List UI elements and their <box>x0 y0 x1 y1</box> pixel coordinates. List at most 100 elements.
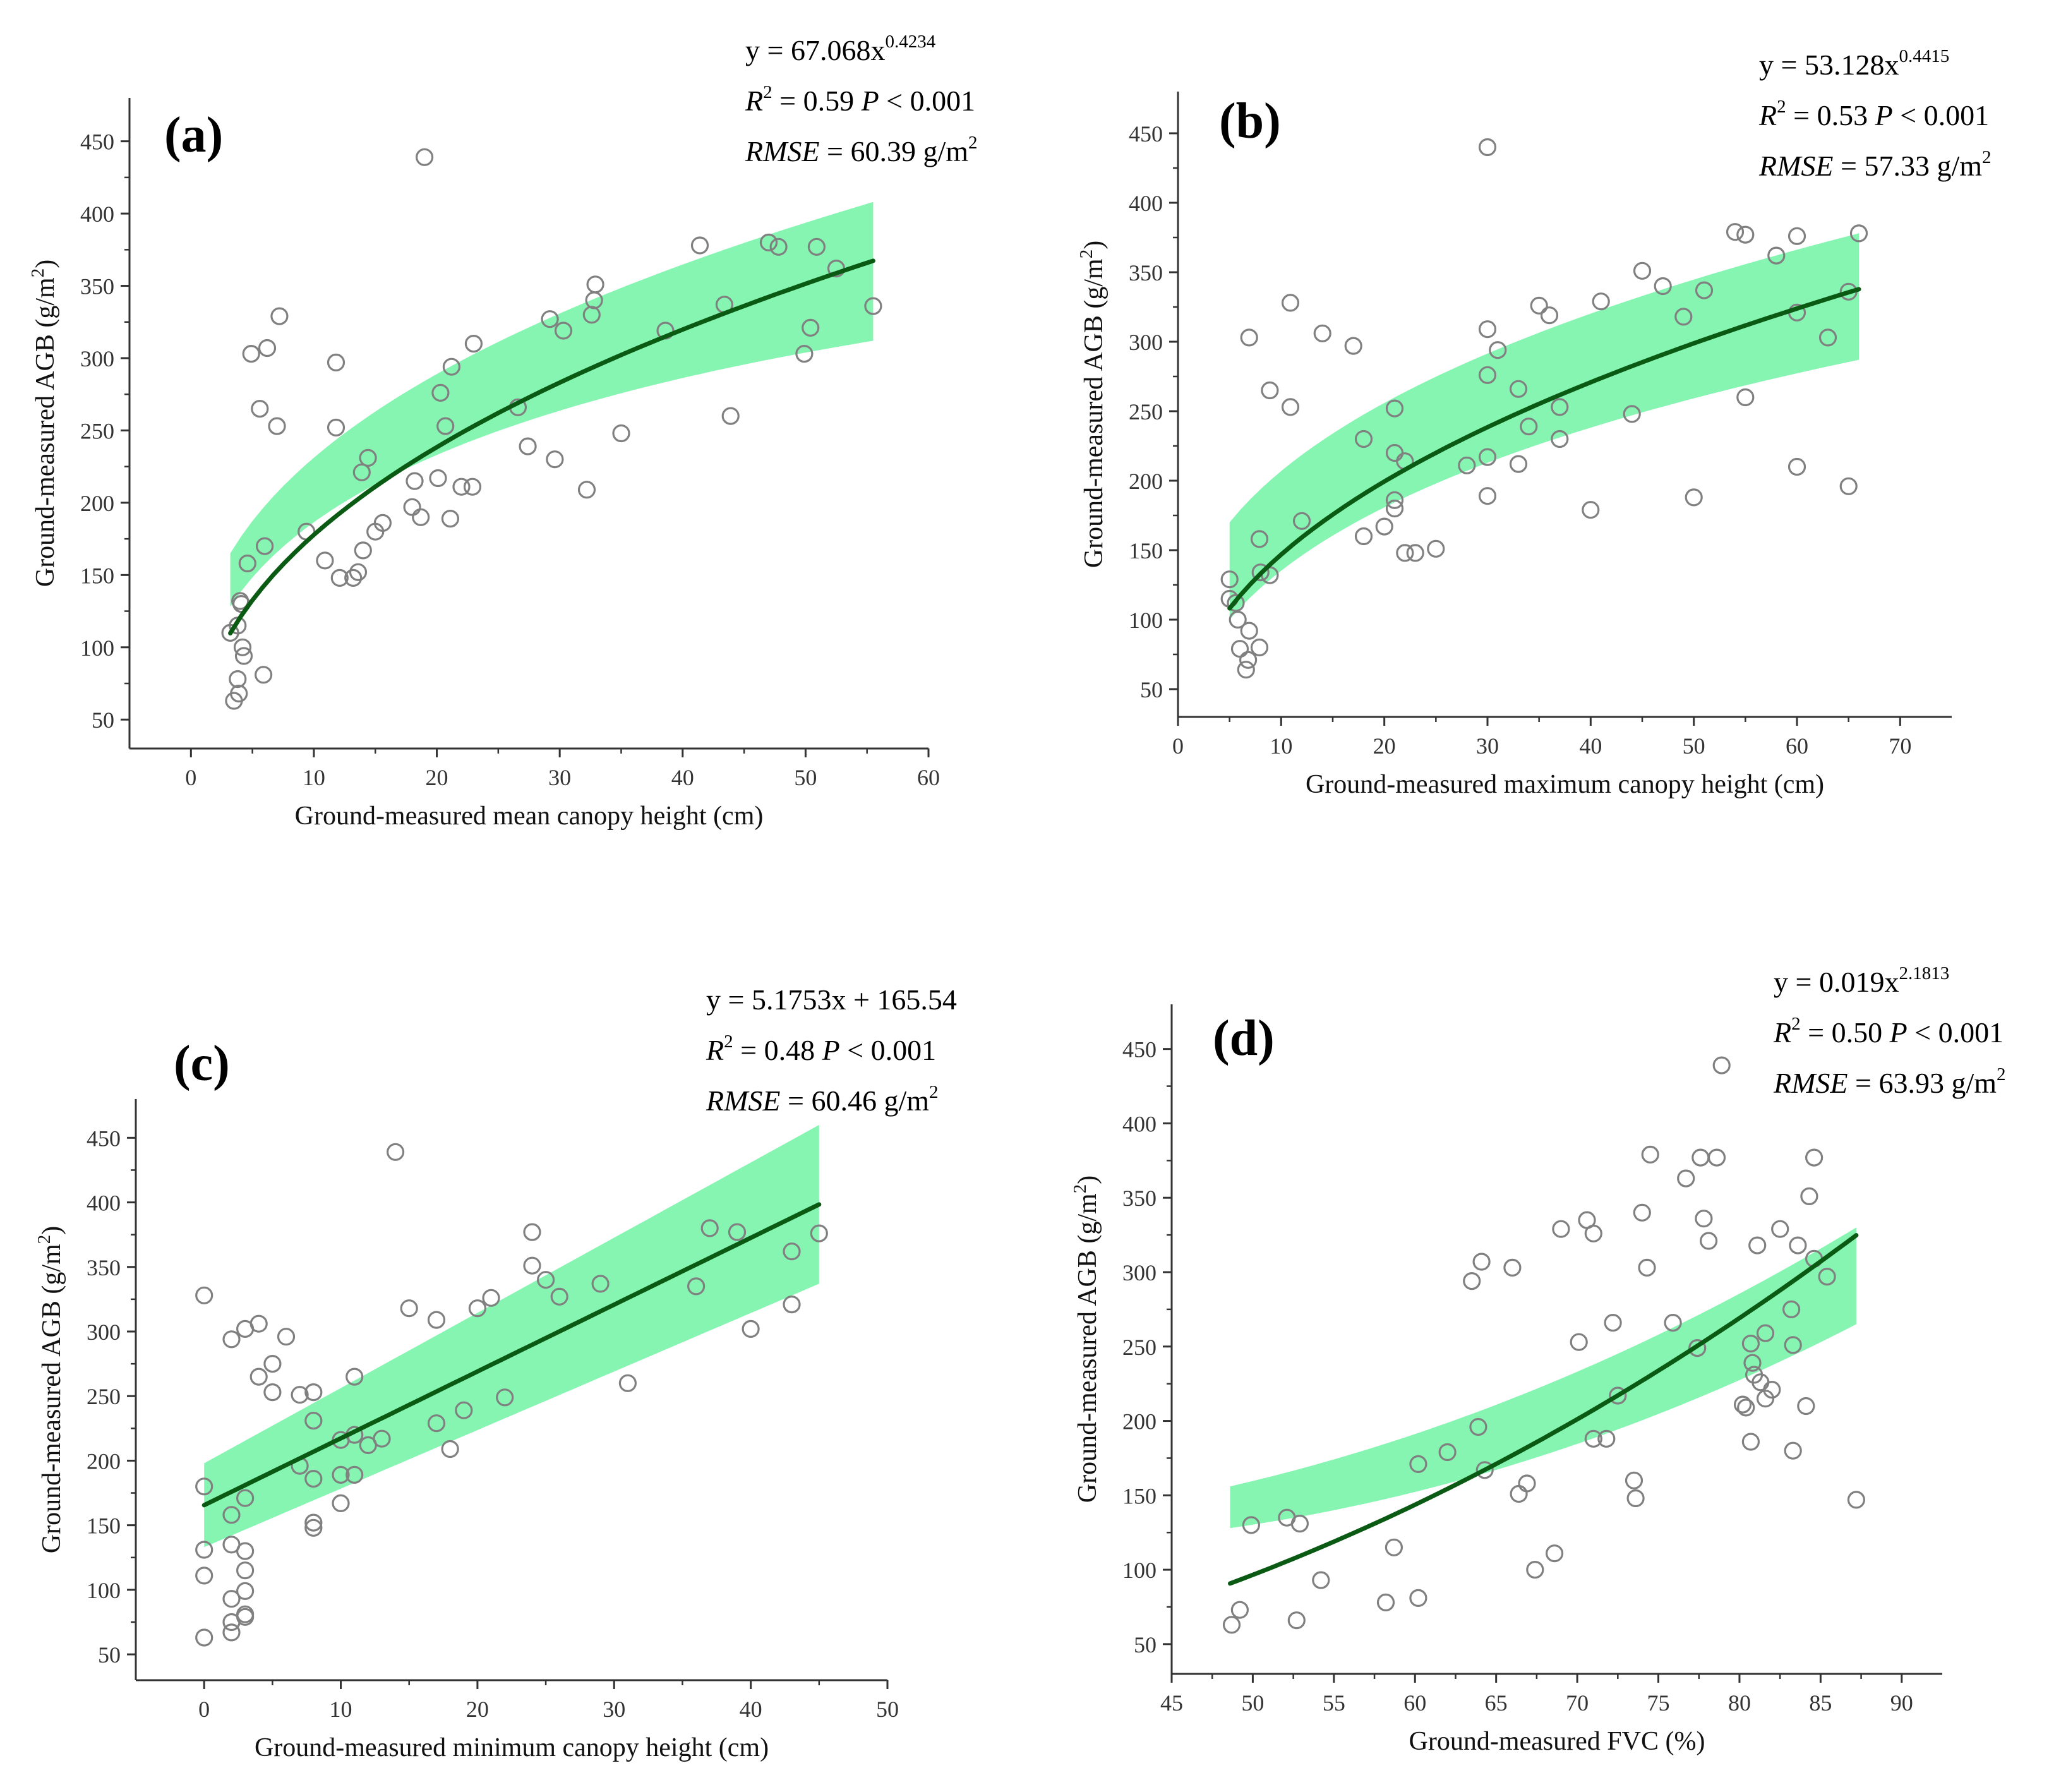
data-point <box>1409 1589 1427 1607</box>
data-point <box>1406 544 1424 562</box>
data-point <box>1582 501 1600 519</box>
data-point <box>263 1383 282 1402</box>
data-point <box>1478 320 1497 339</box>
data-point <box>1677 1169 1695 1188</box>
data-point <box>1240 622 1258 640</box>
p-value: < 0.001 <box>1914 1016 2004 1049</box>
data-point <box>222 1623 241 1642</box>
data-point <box>1220 570 1239 589</box>
panel-a: 0 10 20 30 40 50 60 50 100 150 200 250 300 350 400 450 G… <box>28 32 978 831</box>
data-point <box>577 481 596 499</box>
data-point <box>1839 477 1858 495</box>
data-point <box>238 554 256 573</box>
data-point <box>1469 1417 1487 1436</box>
data-point <box>304 1412 323 1430</box>
x-tick-label: 30 <box>1476 733 1499 759</box>
data-point <box>332 1494 350 1512</box>
y-tick-label: 400 <box>87 1191 121 1216</box>
y-axis-title: Ground-measured AGB (g/m2) <box>34 1226 66 1553</box>
data-point <box>586 275 604 294</box>
rmse-equals: = <box>820 135 851 167</box>
data-point <box>759 233 778 251</box>
r-squared: R2 = 0.48 P < 0.001 <box>706 1031 936 1066</box>
x-tick-label: 50 <box>876 1697 899 1722</box>
data-point <box>1737 1398 1755 1417</box>
r-squared-value: 0.50 <box>1832 1016 1883 1049</box>
y-axis-title: Ground-measured AGB (g/m2) <box>28 260 60 587</box>
data-point <box>1788 457 1806 476</box>
data-point <box>1625 1471 1643 1489</box>
y-tick-label: 450 <box>80 129 114 155</box>
rmse-unit: g/m <box>923 135 968 167</box>
fit-equation-exponent: 2.1813 <box>1899 963 1949 983</box>
data-point <box>523 1223 541 1241</box>
x-tick-label: 30 <box>548 765 571 790</box>
x-axis-title: Ground-measured mean canopy height (cm) <box>295 802 764 831</box>
data-point <box>690 236 709 255</box>
data-point <box>482 1289 500 1307</box>
data-point <box>591 1275 610 1293</box>
confidence-band <box>204 1124 819 1548</box>
data-point <box>1478 487 1497 505</box>
x-tick-label: 70 <box>1566 1690 1589 1716</box>
x-tick-label: 30 <box>603 1697 625 1722</box>
x-tick-label: 10 <box>330 1697 352 1722</box>
fit-equation-main: y = 5.1753x + 165.54 <box>706 983 957 1016</box>
rmse-symbol: RMSE <box>745 135 820 167</box>
panel-d: 45 50 55 60 65 70 75 80 85 90 50 100 150 200 250 300 350… <box>1070 963 2006 1756</box>
data-point <box>1312 1571 1330 1589</box>
panel-label: (c) <box>174 1036 230 1091</box>
x-tick-label: 0 <box>198 1697 210 1722</box>
p-space <box>1908 1016 1915 1049</box>
data-point <box>536 1271 555 1289</box>
data-point <box>1510 1484 1528 1503</box>
y-tick-label: 350 <box>1129 260 1163 286</box>
data-point <box>373 1429 391 1448</box>
r-squared: R2 = 0.50 P < 0.001 <box>1773 1014 2004 1049</box>
data-point <box>332 1465 350 1484</box>
x-tick-label: 70 <box>1889 733 1911 759</box>
data-point <box>612 424 630 443</box>
data-point <box>249 1368 268 1386</box>
r-equals: = <box>1786 99 1817 131</box>
data-point <box>468 1299 487 1318</box>
data-point <box>1227 594 1245 612</box>
data-point <box>864 297 882 315</box>
r-exponent: 2 <box>1791 1014 1801 1034</box>
data-point <box>1518 1474 1536 1493</box>
rmse-value: 63.93 <box>1878 1067 1944 1099</box>
p-value: < 0.001 <box>1900 99 1989 131</box>
data-point <box>270 307 289 325</box>
data-point <box>728 1223 747 1241</box>
data-point <box>403 498 421 516</box>
rmse: RMSE = 63.93 g/m2 <box>1773 1064 2006 1099</box>
y-tick-label: 150 <box>1122 1483 1157 1508</box>
data-point <box>1458 456 1476 474</box>
data-point <box>359 448 377 467</box>
data-point <box>442 358 461 376</box>
data-point <box>546 450 564 469</box>
x-tick-label: 80 <box>1728 1690 1751 1716</box>
data-point <box>304 1383 323 1402</box>
y-tick-label: 150 <box>1129 538 1163 563</box>
fit-equation-main: y = 53.128x <box>1759 49 1899 81</box>
rmse: RMSE = 60.46 g/m2 <box>706 1082 939 1117</box>
data-point <box>1552 1220 1570 1238</box>
data-point <box>1509 380 1528 398</box>
y-tick-label: 100 <box>87 1578 121 1603</box>
data-point <box>352 463 371 481</box>
data-point <box>1570 1333 1588 1351</box>
x-tick-label: 20 <box>1373 733 1396 759</box>
fit-line <box>1227 287 1861 611</box>
data-point <box>436 417 455 435</box>
data-point <box>386 1143 405 1161</box>
data-point <box>1313 324 1331 342</box>
x-tick-label: 0 <box>1172 733 1184 759</box>
y-tick-label: 200 <box>80 491 114 516</box>
r-exponent: 2 <box>724 1031 733 1052</box>
data-point <box>1385 499 1404 518</box>
data-point <box>807 238 826 256</box>
data-point <box>1396 544 1414 562</box>
data-point <box>1250 638 1269 657</box>
x-tick-label: 20 <box>466 1697 489 1722</box>
